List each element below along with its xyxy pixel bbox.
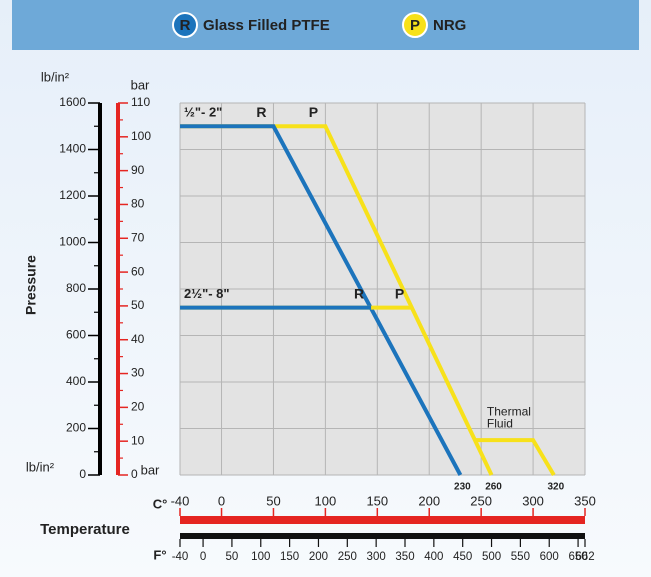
y-axis-label: Pressure — [23, 255, 39, 315]
y-tick-label: 600 — [66, 328, 86, 342]
x-tick-label: 250 — [470, 493, 492, 508]
y2-tick-label: 10 — [131, 433, 145, 447]
y2-tick-label: 90 — [131, 163, 145, 177]
annotation: Fluid — [487, 416, 513, 430]
series-marker: R — [354, 285, 364, 301]
x-tick-label: 200 — [418, 493, 440, 508]
x-tick-label: 50 — [266, 493, 280, 508]
x2-tick-label: 300 — [367, 551, 386, 563]
annotation: Thermal — [487, 404, 531, 418]
legend-band — [12, 0, 639, 50]
series-marker: P — [309, 104, 318, 120]
series-marker: R — [256, 104, 266, 120]
x2-tick-label: 350 — [395, 551, 414, 563]
legend-marker: R — [180, 17, 191, 34]
y2-unit: bar — [131, 77, 150, 92]
x-annotation: 230 — [454, 482, 471, 493]
y-tick-label: 1000 — [59, 235, 86, 249]
y2-tick-label: 70 — [131, 230, 145, 244]
y-tick-label: 1600 — [59, 95, 86, 109]
y-tick-label: 400 — [66, 374, 86, 388]
x-axis — [180, 516, 585, 524]
x2-tick-label: -40 — [172, 551, 189, 563]
x-tick-label: 350 — [574, 493, 596, 508]
x2-unit: F° — [153, 547, 166, 562]
x2-tick-label: 400 — [424, 551, 443, 563]
y-tick-label: 800 — [66, 281, 86, 295]
y2-tick-label: 20 — [131, 400, 145, 414]
y2-tick-label: 50 — [131, 298, 145, 312]
y-tick-label: 1200 — [59, 188, 86, 202]
x-tick-label: -40 — [171, 493, 190, 508]
legend-marker: P — [410, 17, 420, 34]
x2-tick-label: 500 — [482, 551, 501, 563]
x2-axis — [180, 533, 585, 539]
y2-tick-label: 100 — [131, 129, 151, 143]
thermal-fluid-line — [474, 438, 556, 477]
legend-swatch — [172, 12, 198, 38]
group-label: 2½"- 8" — [184, 286, 230, 301]
x-annotation: 320 — [548, 482, 565, 493]
x-unit: C° — [153, 496, 168, 511]
x2-tick-label: 50 — [226, 551, 239, 563]
y-unit: lb/in² — [41, 69, 70, 84]
x-tick-label: 100 — [315, 493, 337, 508]
y2-tick-label: 0 — [131, 467, 138, 481]
x-annotation: 260 — [485, 482, 502, 493]
series-marker: P — [395, 285, 404, 301]
y-tick-label: 200 — [66, 421, 86, 435]
x2-tick-label: 100 — [251, 551, 270, 563]
x2-tick-label: 450 — [453, 551, 472, 563]
y-tick-label: 0 — [79, 467, 86, 481]
x2-tick-label: 250 — [338, 551, 357, 563]
y-unit: lb/in² — [26, 459, 55, 474]
y2-tick-label: 110 — [131, 95, 150, 109]
legend-label: Glass Filled PTFE — [203, 17, 330, 34]
y2-tick-label: 30 — [131, 366, 145, 380]
x-tick-label: 0 — [218, 493, 225, 508]
line — [180, 124, 463, 476]
x2-tick-label: 0 — [200, 551, 206, 563]
legend-swatch — [402, 12, 428, 38]
y2-tick-label: 80 — [131, 197, 145, 211]
y2-tick-label: 40 — [131, 332, 145, 346]
x-axis-label: Temperature — [40, 521, 130, 538]
x2-tick-label: 662 — [575, 551, 594, 563]
group-label: ½"- 2" — [184, 105, 222, 120]
x2-tick-label: 650 — [568, 551, 587, 563]
x2-tick-label: 150 — [280, 551, 299, 563]
x-tick-label: 300 — [522, 493, 544, 508]
x2-tick-label: 200 — [309, 551, 328, 563]
x2-tick-label: 600 — [540, 551, 559, 563]
x2-tick-label: 550 — [511, 551, 530, 563]
y2-tick-label: 60 — [131, 264, 145, 278]
y-tick-label: 1400 — [59, 142, 86, 156]
y2-unit: bar — [141, 462, 160, 477]
legend-label: NRG — [433, 17, 466, 34]
x-tick-label: 150 — [366, 493, 388, 508]
